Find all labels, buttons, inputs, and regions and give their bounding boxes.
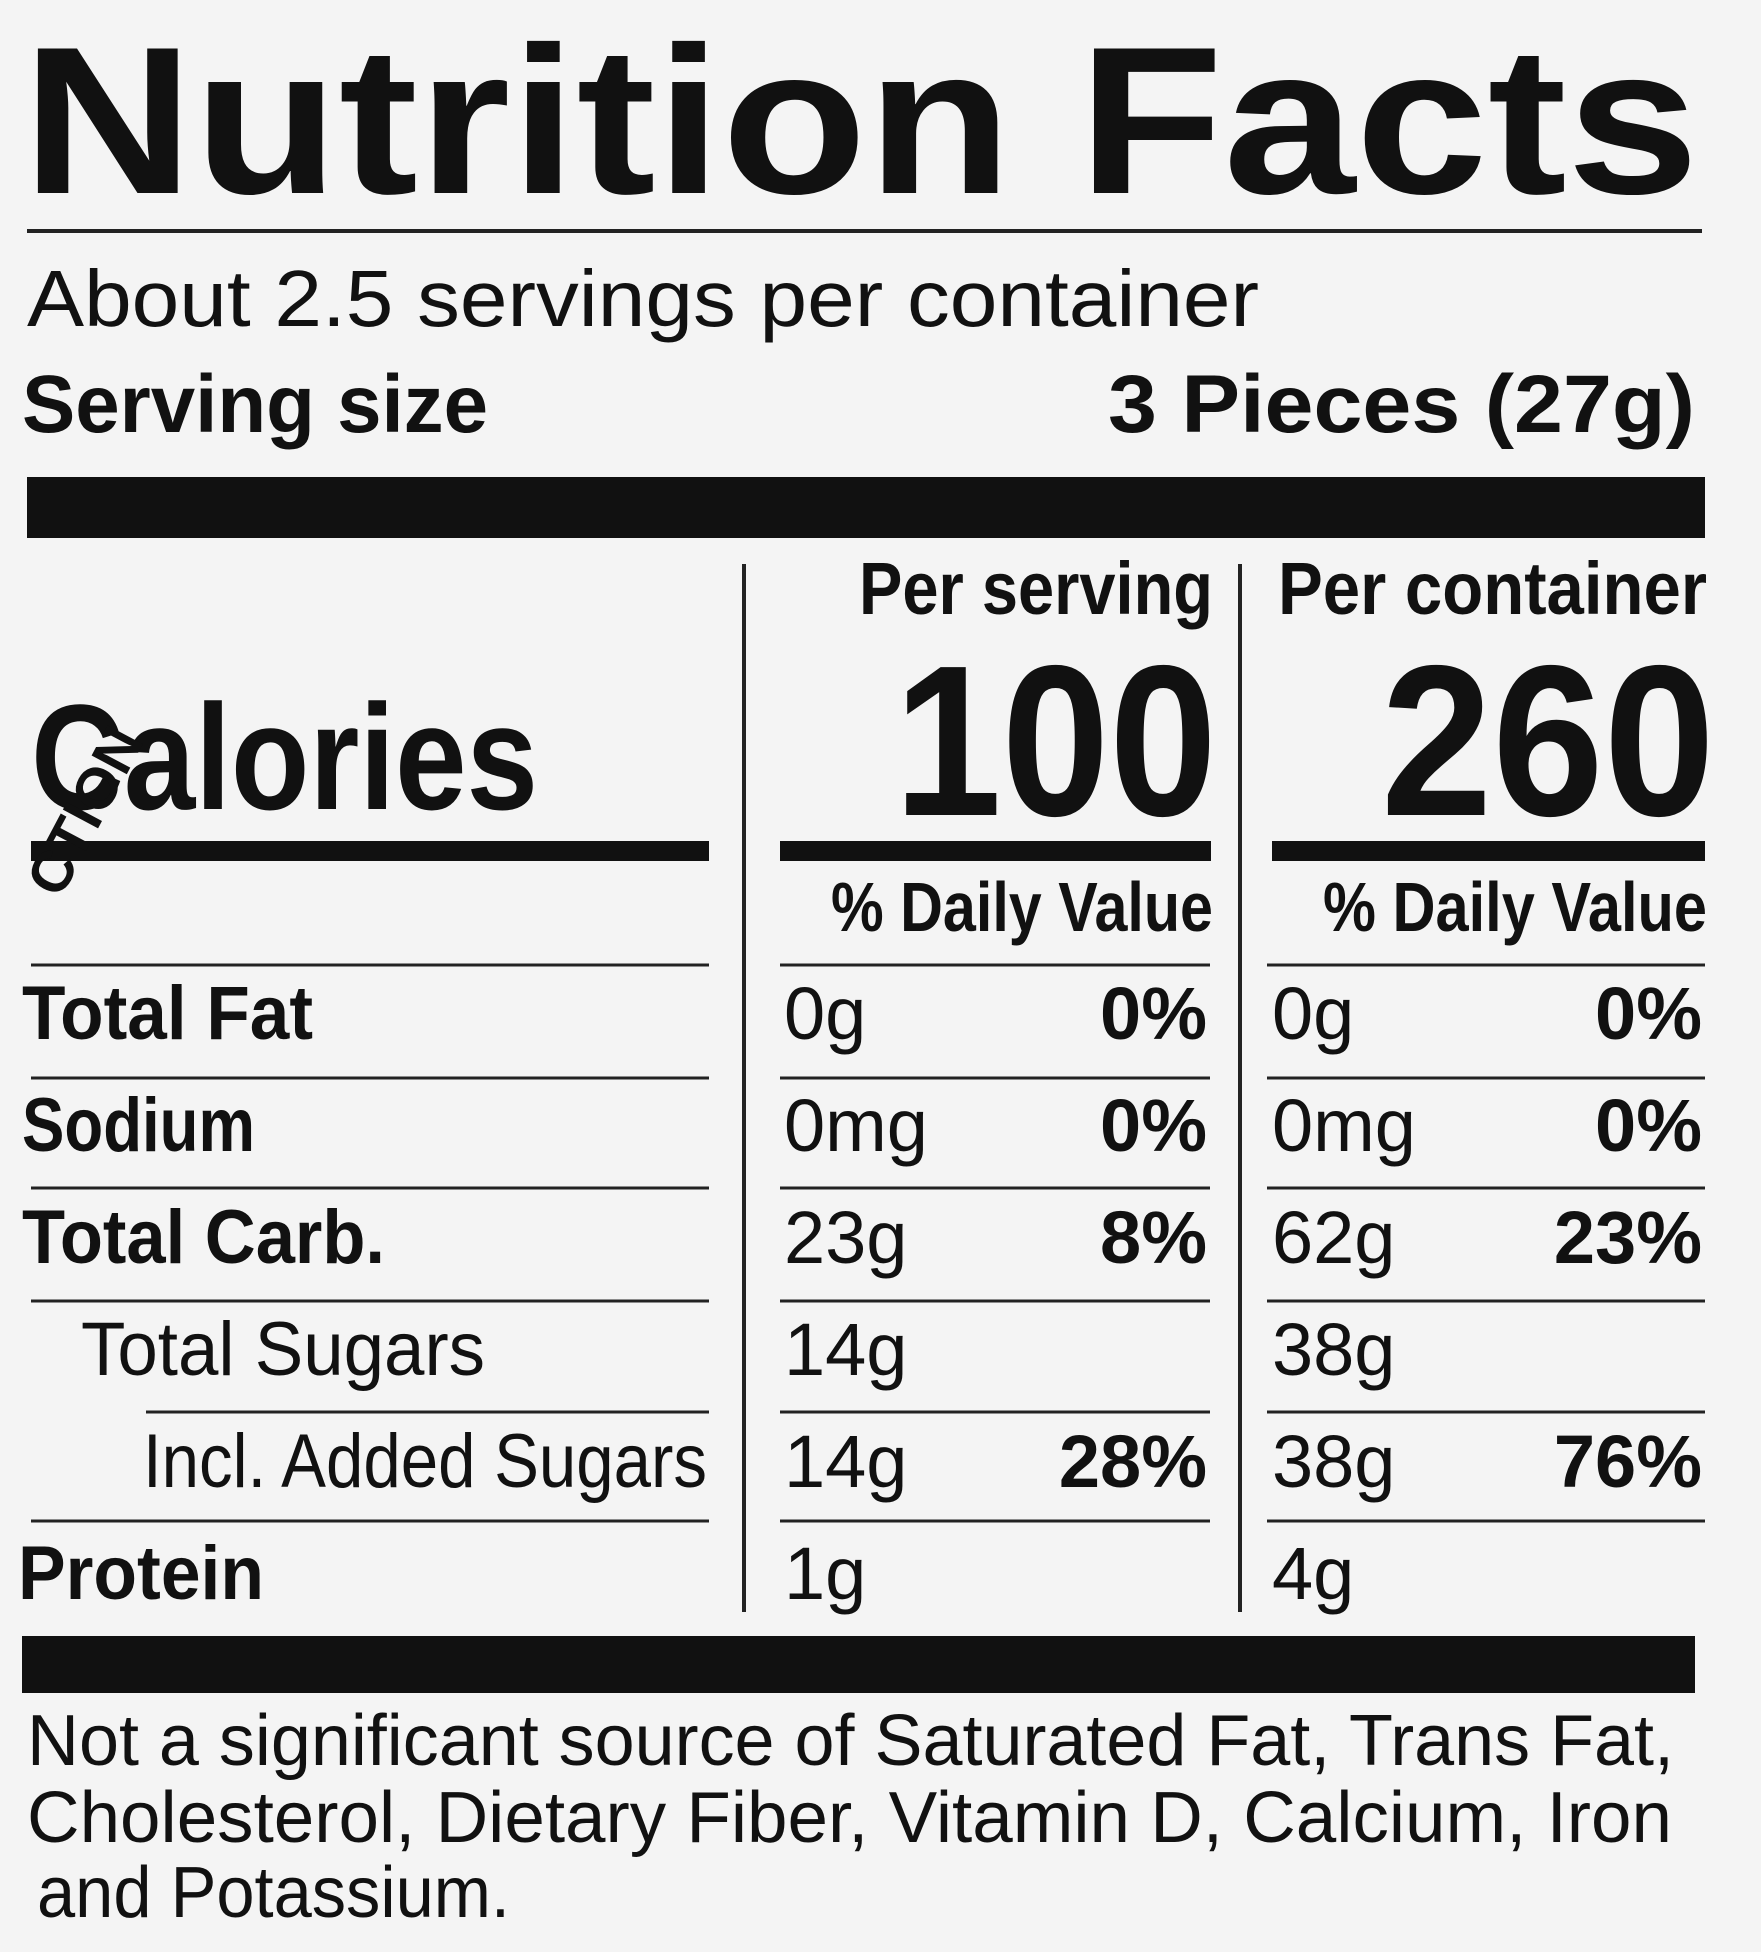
amount: 38g — [1272, 1308, 1395, 1391]
row-rule — [780, 1076, 1210, 1080]
daily-value: 0% — [1100, 1084, 1207, 1167]
daily-value-heading: % Daily Value — [831, 868, 1213, 946]
calories-bar — [1272, 841, 1705, 861]
row-rule — [780, 1299, 1210, 1303]
row-rule — [780, 1186, 1210, 1190]
amount: 0g — [784, 972, 866, 1055]
daily-value: 0% — [1595, 972, 1702, 1055]
daily-value: 0% — [1595, 1084, 1702, 1167]
nutrient-label: Total Sugars — [81, 1307, 485, 1392]
amount: 0mg — [784, 1084, 928, 1167]
row-rule — [31, 1076, 709, 1080]
calories-value: 100 — [894, 620, 1217, 861]
row-rule — [1267, 1519, 1705, 1523]
row-rule — [1267, 1299, 1705, 1303]
column-heading: Per serving — [859, 547, 1213, 630]
amount: 23g — [784, 1196, 907, 1279]
amount: 38g — [1272, 1420, 1395, 1503]
amount: 0mg — [1272, 1084, 1416, 1167]
rule — [27, 229, 1702, 233]
row-rule — [780, 1410, 1210, 1414]
daily-value-heading: % Daily Value — [1323, 868, 1707, 946]
calories-value: 260 — [1381, 620, 1715, 861]
calories-bar — [780, 841, 1211, 861]
calories-bar — [31, 841, 709, 861]
amount: 4g — [1272, 1532, 1354, 1615]
row-rule — [31, 1186, 709, 1190]
amount: 0g — [1272, 972, 1354, 1055]
row-rule — [31, 963, 709, 967]
thick-bar — [22, 1636, 1695, 1693]
calories-label: Calories — [31, 673, 538, 841]
row-rule — [31, 1299, 709, 1303]
nutrient-label: Incl. Added Sugars — [143, 1419, 707, 1504]
daily-value: 28% — [1059, 1420, 1207, 1503]
daily-value: 0% — [1100, 972, 1207, 1055]
row-rule — [146, 1410, 709, 1414]
nutrient-label: Sodium — [22, 1083, 255, 1168]
row-rule — [1267, 1186, 1705, 1190]
serving-size-label: Serving size — [22, 359, 488, 450]
row-rule — [1267, 1410, 1705, 1414]
footnote-line: and Potassium. — [37, 1853, 510, 1933]
column-heading: Per container — [1278, 547, 1707, 630]
nutrient-label: Total Carb. — [22, 1195, 385, 1280]
amount: 62g — [1272, 1196, 1395, 1279]
thick-bar — [27, 477, 1705, 538]
column-divider — [1238, 564, 1242, 1612]
daily-value: 76% — [1554, 1420, 1702, 1503]
servings: About 2.5 servings per container — [27, 254, 1259, 343]
column-divider — [742, 564, 746, 1612]
row-rule — [1267, 1076, 1705, 1080]
amount: 1g — [784, 1532, 866, 1615]
title: Nutrition Facts — [22, 3, 1699, 238]
footnote-line: Not a significant source of Saturated Fa… — [27, 1701, 1674, 1781]
nutrient-label: Protein — [18, 1531, 264, 1616]
row-rule — [1267, 963, 1705, 967]
amount: 14g — [784, 1308, 907, 1391]
amount: 14g — [784, 1420, 907, 1503]
nutrient-label: Total Fat — [22, 971, 313, 1056]
row-rule — [780, 963, 1210, 967]
row-rule — [780, 1519, 1210, 1523]
footnote-line: Cholesterol, Dietary Fiber, Vitamin D, C… — [27, 1778, 1672, 1858]
row-rule — [31, 1519, 709, 1523]
daily-value: 23% — [1554, 1196, 1702, 1279]
daily-value: 8% — [1100, 1196, 1207, 1279]
serving-size: 3 Pieces (27g) — [1108, 359, 1695, 450]
